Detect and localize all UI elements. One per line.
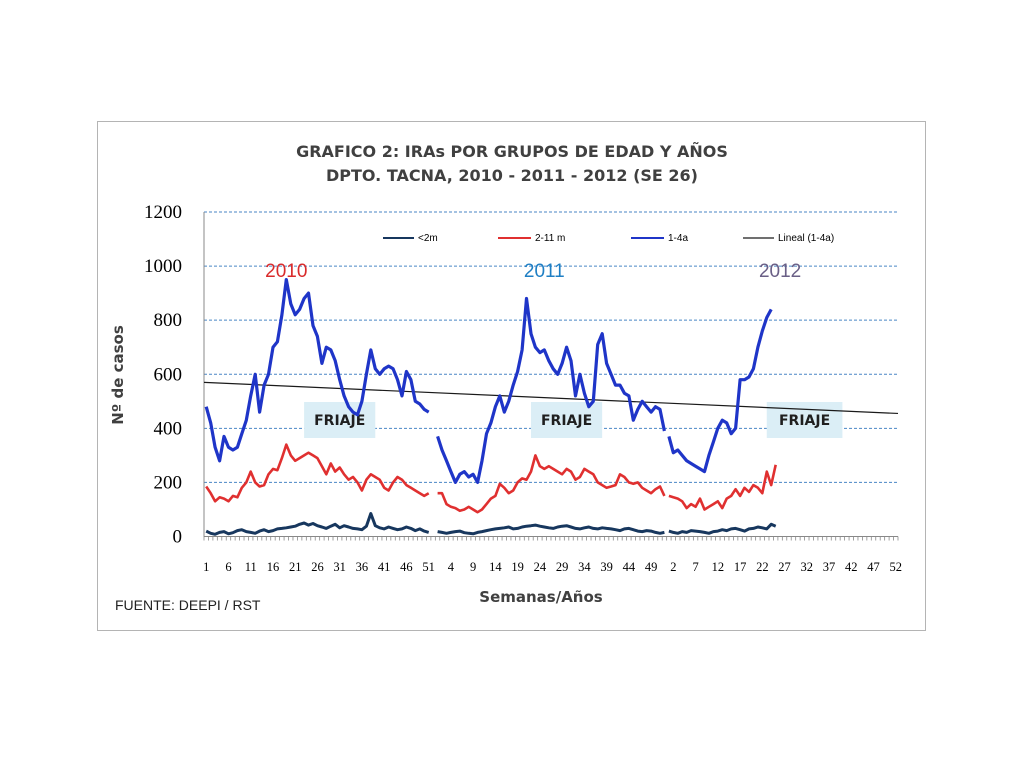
y-tick-labels: 0 200 400 600 800 1000 1200	[144, 202, 182, 548]
x-tick-label: 46	[400, 560, 413, 574]
y-tick-200: 200	[154, 472, 183, 493]
series-line-1-year-1	[205, 443, 430, 503]
x-tick-label: 27	[778, 560, 791, 574]
legend-label-trendline: Lineal (1-4a)	[778, 233, 834, 244]
friaje-box-1	[304, 402, 376, 438]
x-tick-label: 37	[823, 560, 836, 574]
series-lines	[203, 278, 899, 536]
x-minor-ticks	[203, 536, 899, 541]
source-note: FUENTE: DEEPI / RST	[115, 597, 261, 613]
series-line-0-year-3	[668, 522, 777, 535]
x-tick-label: 24	[534, 560, 547, 574]
friaje-label-1: FRIAJE	[314, 413, 365, 429]
year-label-2012: 2012	[759, 261, 801, 282]
year-label-2010: 2010	[265, 261, 307, 282]
x-tick-label: 41	[378, 560, 391, 574]
x-tick-label: 21	[289, 560, 302, 574]
y-tick-800: 800	[154, 310, 183, 331]
x-axis-label: Semanas/Años	[479, 588, 603, 606]
chart-title-line-2: DPTO. TACNA, 2010 - 2011 - 2012 (SE 26)	[326, 166, 698, 185]
legend-label-2-11m: 2-11 m	[535, 233, 565, 244]
year-label-2011: 2011	[524, 261, 565, 282]
x-tick-label: 47	[867, 560, 880, 574]
y-tick-600: 600	[154, 364, 183, 385]
legend-label-lt2m: <2m	[418, 233, 438, 244]
x-tick-label: 7	[692, 560, 698, 574]
y-tick-1200: 1200	[144, 202, 182, 223]
trendline-1-4a	[203, 381, 899, 415]
friaje-box-2	[530, 402, 603, 438]
series-line-0-year-2	[437, 523, 665, 536]
x-tick-label: 36	[356, 560, 369, 574]
y-tick-0: 0	[173, 527, 183, 548]
x-tick-label: 32	[801, 560, 814, 574]
chart-svg: GRAFICO 2: IRAs POR GRUPOS DE EDAD Y AÑO…	[109, 142, 902, 613]
legend: <2m 2-11 m 1-4a Lineal (1-4a)	[383, 233, 834, 244]
x-tick-label: 26	[311, 560, 324, 574]
x-tick-label: 14	[489, 560, 502, 574]
x-tick-label: 9	[470, 560, 476, 574]
x-tick-label: 4	[448, 560, 455, 574]
series-line-2-year-1	[204, 278, 430, 463]
series-line-1-year-3	[668, 464, 777, 511]
x-tick-label: 39	[600, 560, 613, 574]
x-tick-label: 22	[756, 560, 769, 574]
x-tick-label: 52	[890, 560, 903, 574]
y-tick-1000: 1000	[144, 256, 182, 277]
x-tick-label: 11	[245, 560, 257, 574]
series-line-2-year-3	[667, 308, 773, 474]
series-line-1-year-2	[437, 454, 666, 514]
friaje-annotations: FRIAJE FRIAJE FRIAJE	[304, 402, 843, 438]
friaje-label-3: FRIAJE	[779, 413, 830, 429]
x-tick-label: 44	[623, 560, 636, 574]
chart-frame: GRAFICO 2: IRAs POR GRUPOS DE EDAD Y AÑO…	[97, 121, 926, 631]
x-tick-labels: 1 6 11 16 21 26 31 36 41 46 51 4 9 14 19 24 29 34 39 44 49 2 7…	[203, 560, 902, 574]
x-tick-label: 51	[422, 560, 435, 574]
year-labels: 2010 2011 2012	[265, 261, 801, 282]
gridlines	[204, 211, 898, 483]
x-tick-label: 6	[225, 560, 231, 574]
friaje-label-2: FRIAJE	[541, 413, 592, 429]
x-tick-label: 49	[645, 560, 658, 574]
x-tick-label: 34	[578, 560, 591, 574]
x-tick-label: 19	[511, 560, 524, 574]
series-line-2-year-2	[436, 296, 666, 484]
x-tick-label: 16	[267, 560, 280, 574]
x-tick-label: 42	[845, 560, 858, 574]
x-tick-label: 2	[670, 560, 676, 574]
y-axis-label: Nº de casos	[109, 325, 127, 425]
y-tick-400: 400	[154, 418, 183, 439]
x-tick-label: 12	[712, 560, 725, 574]
legend-label-1-4a: 1-4a	[668, 233, 688, 244]
x-tick-label: 31	[333, 560, 346, 574]
x-tick-label: 29	[556, 560, 569, 574]
x-tick-label: 17	[734, 560, 747, 574]
chart-title-line-1: GRAFICO 2: IRAs POR GRUPOS DE EDAD Y AÑO…	[296, 142, 728, 161]
series-line-0-year-1	[205, 512, 430, 536]
x-tick-label: 1	[203, 560, 209, 574]
